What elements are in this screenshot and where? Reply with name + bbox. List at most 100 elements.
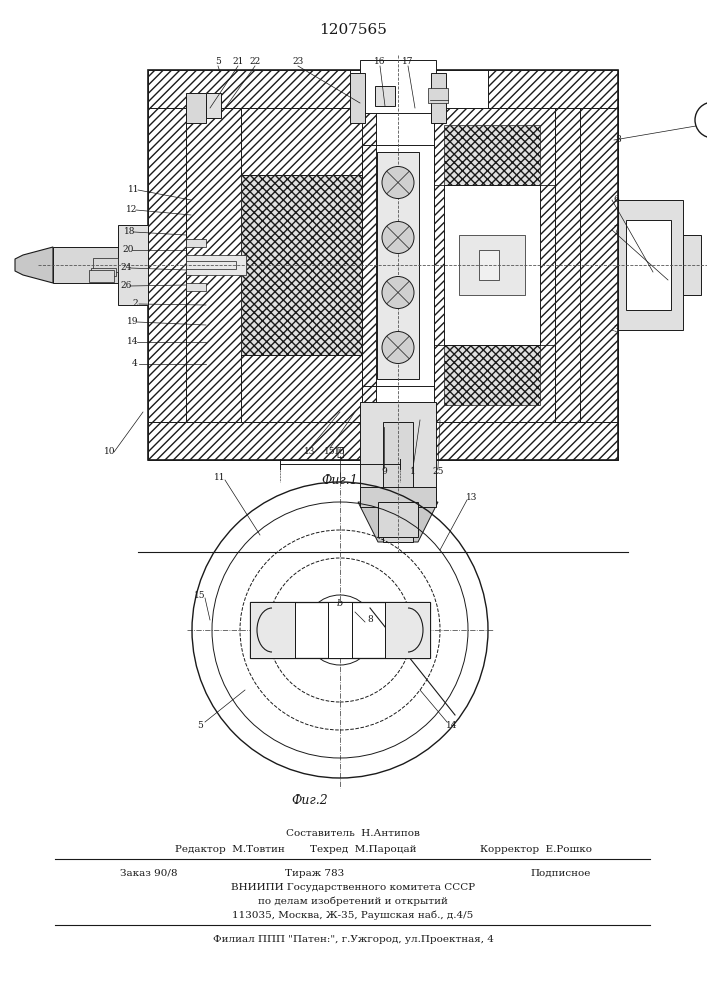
Bar [328, 602, 352, 658]
Bar [350, 70, 446, 108]
Text: 15: 15 [325, 448, 336, 456]
Text: 9: 9 [381, 468, 387, 477]
Polygon shape [444, 345, 540, 405]
Text: ВНИИПИ Государственного комитета СССР: ВНИИПИ Государственного комитета СССР [231, 882, 475, 892]
Bar [91, 268, 116, 276]
Text: 21: 21 [233, 57, 244, 66]
Bar [250, 602, 430, 658]
Bar [186, 255, 246, 275]
Text: 18: 18 [124, 228, 136, 236]
Bar [341, 108, 376, 422]
Bar [118, 225, 148, 305]
Text: Тираж 783: Тираж 783 [286, 868, 344, 878]
Bar [241, 108, 362, 175]
Bar [479, 250, 499, 280]
Bar [428, 70, 488, 108]
Text: 19: 19 [127, 318, 139, 326]
Text: 12: 12 [127, 206, 138, 215]
Bar [148, 70, 618, 108]
Text: 26: 26 [120, 282, 132, 290]
Bar [93, 258, 118, 272]
Text: 24: 24 [120, 263, 132, 272]
Bar [350, 73, 365, 123]
Bar [148, 70, 618, 460]
Bar [580, 108, 618, 422]
Bar [186, 283, 206, 291]
Bar [431, 73, 446, 123]
Ellipse shape [641, 258, 665, 272]
Circle shape [382, 276, 414, 308]
Text: Подписное: Подписное [530, 868, 590, 878]
Polygon shape [241, 175, 362, 355]
Circle shape [382, 332, 414, 363]
Text: 5: 5 [197, 720, 203, 730]
Bar [250, 602, 295, 658]
Text: 3: 3 [613, 326, 619, 334]
Bar [459, 235, 525, 295]
Text: 22: 22 [250, 57, 261, 66]
Text: Заказ 90/8: Заказ 90/8 [120, 868, 177, 878]
Bar [360, 487, 436, 507]
Bar [186, 239, 206, 247]
Bar [360, 402, 436, 502]
Text: Фиг.1: Фиг.1 [322, 474, 358, 487]
Text: ℓ: ℓ [337, 446, 344, 458]
Bar [378, 502, 418, 537]
Text: 5: 5 [215, 57, 221, 66]
Bar [148, 422, 618, 460]
Text: Техред  М.Пароцай: Техред М.Пароцай [310, 844, 416, 854]
Text: 8: 8 [367, 615, 373, 624]
Text: 1: 1 [410, 468, 416, 477]
Bar [241, 355, 362, 422]
Text: 4: 4 [132, 360, 138, 368]
Bar [377, 151, 419, 378]
Text: 16: 16 [334, 448, 346, 456]
Text: Филиал ППП "Патен:", г.Ужгород, ул.Проектная, 4: Филиал ППП "Патен:", г.Ужгород, ул.Проек… [213, 934, 493, 944]
Text: 6: 6 [613, 196, 619, 205]
Bar [362, 144, 434, 385]
Circle shape [695, 102, 707, 138]
Bar [186, 261, 236, 269]
Text: 11: 11 [214, 473, 226, 482]
Text: 17: 17 [402, 57, 414, 66]
Text: 13: 13 [467, 492, 478, 502]
Text: 13: 13 [304, 448, 316, 456]
Text: 113035, Москва, Ж-35, Раушская наб., д.4/5: 113035, Москва, Ж-35, Раушская наб., д.4… [233, 910, 474, 920]
Polygon shape [358, 502, 438, 542]
Polygon shape [15, 247, 53, 283]
Bar [206, 93, 221, 118]
Text: 14: 14 [446, 720, 457, 730]
Bar [53, 247, 148, 283]
Bar [89, 270, 114, 282]
Polygon shape [444, 125, 540, 185]
Bar [241, 108, 281, 422]
Text: 2: 2 [132, 300, 138, 308]
Bar [375, 86, 395, 106]
Text: 8: 8 [615, 135, 621, 144]
Text: Составитель  Н.Антипов: Составитель Н.Антипов [286, 828, 420, 838]
Bar [383, 422, 413, 542]
Text: 16: 16 [374, 57, 386, 66]
Bar [186, 108, 241, 422]
Circle shape [382, 166, 414, 198]
Text: 15: 15 [194, 590, 206, 599]
Bar [626, 220, 671, 310]
Text: Фиг.2: Фиг.2 [291, 794, 328, 806]
Circle shape [382, 222, 414, 253]
Bar [618, 200, 683, 330]
Text: 25: 25 [432, 468, 444, 477]
Ellipse shape [506, 245, 524, 285]
Text: 1207565: 1207565 [319, 23, 387, 37]
Bar [434, 108, 555, 422]
Bar [148, 108, 186, 422]
Bar [385, 602, 430, 658]
Bar [186, 93, 206, 123]
Text: Корректор  Е.Рошко: Корректор Е.Рошко [480, 844, 592, 854]
Text: b: b [337, 598, 343, 607]
Bar [360, 60, 436, 113]
Text: по делам изобретений и открытий: по делам изобретений и открытий [258, 896, 448, 906]
Bar [683, 235, 701, 295]
Text: 23: 23 [293, 57, 303, 66]
Text: 20: 20 [122, 245, 134, 254]
Text: 10: 10 [104, 448, 116, 456]
